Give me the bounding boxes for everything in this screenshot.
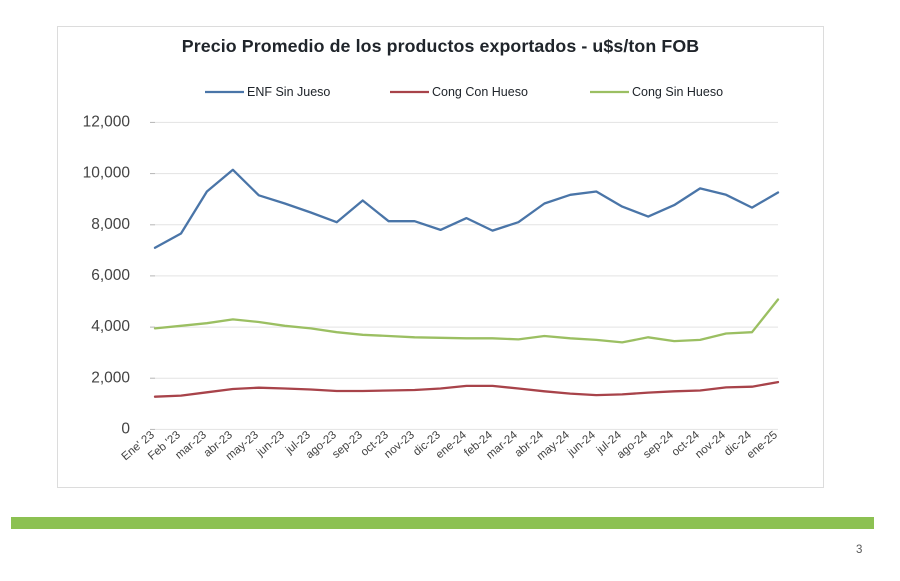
svg-text:Cong Con Hueso: Cong Con Hueso bbox=[432, 85, 528, 99]
svg-text:sep-23: sep-23 bbox=[330, 429, 365, 461]
svg-text:Cong Sin Hueso: Cong Sin Hueso bbox=[632, 85, 723, 99]
svg-text:ene-24: ene-24 bbox=[434, 429, 470, 462]
svg-text:2,000: 2,000 bbox=[91, 369, 130, 386]
svg-text:10,000: 10,000 bbox=[83, 165, 131, 182]
svg-text:jun-23: jun-23 bbox=[254, 429, 287, 459]
svg-text:8,000: 8,000 bbox=[91, 216, 130, 233]
svg-text:jun-24: jun-24 bbox=[565, 429, 598, 460]
svg-text:0: 0 bbox=[121, 421, 130, 438]
svg-text:6,000: 6,000 bbox=[91, 267, 130, 284]
svg-text:ENF Sin Jueso: ENF Sin Jueso bbox=[247, 85, 330, 99]
svg-text:4,000: 4,000 bbox=[91, 318, 130, 335]
svg-text:nov-24: nov-24 bbox=[693, 429, 728, 461]
svg-text:12,000: 12,000 bbox=[83, 114, 131, 131]
svg-text:nov-23: nov-23 bbox=[382, 429, 417, 461]
svg-text:sep-24: sep-24 bbox=[641, 429, 676, 461]
